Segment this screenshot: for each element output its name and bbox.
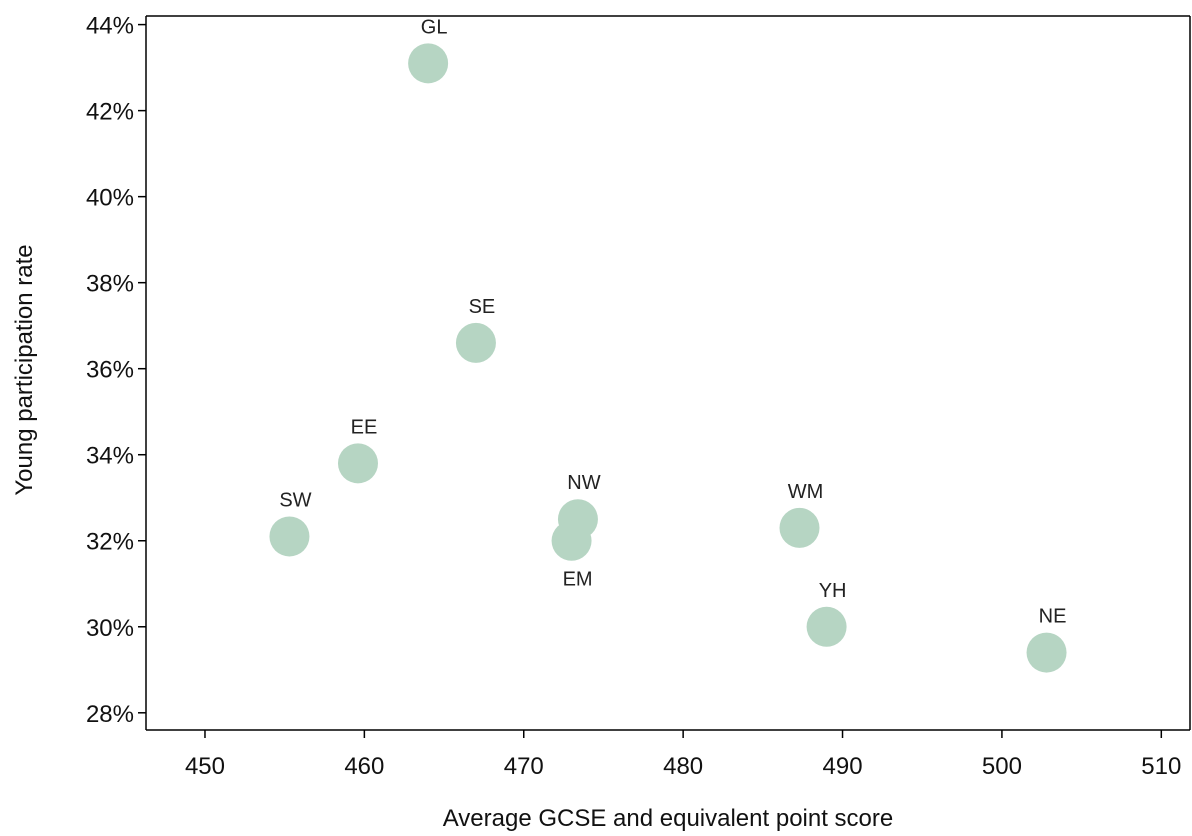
data-point-gl: [408, 43, 449, 84]
point-label-gl: GL: [421, 16, 448, 38]
point-labels: GL SE EE SW NW EM WM YH NE: [279, 16, 1066, 627]
data-point-ne: [1026, 632, 1067, 673]
data-points: [269, 43, 1067, 673]
y-tick-label: 32%: [86, 529, 134, 556]
y-tick-label: 44%: [86, 13, 134, 40]
y-tick-label: 36%: [86, 357, 134, 384]
data-point-ee: [337, 443, 378, 484]
point-label-yh: YH: [819, 580, 847, 602]
y-tick-label: 42%: [86, 99, 134, 126]
x-axis-title: Average GCSE and equivalent point score: [443, 805, 894, 832]
point-label-sw: SW: [279, 489, 311, 511]
point-label-ee: EE: [351, 416, 378, 438]
point-label-wm: WM: [788, 481, 824, 503]
point-label-ne: NE: [1039, 606, 1067, 628]
y-tick-label: 40%: [86, 185, 134, 212]
point-label-nw: NW: [567, 472, 600, 494]
y-tick-label: 30%: [86, 615, 134, 642]
y-tick-label: 28%: [86, 701, 134, 728]
y-axis-title: Young participation rate: [11, 244, 38, 495]
data-point-se: [455, 322, 496, 363]
point-label-se: SE: [469, 296, 496, 318]
axes: 450 460 470 480 490 500 510 28% 30% 32% 34% 36% 38% 4…: [86, 13, 1191, 780]
x-tick-label: 450: [185, 753, 225, 780]
y-tick-label: 38%: [86, 271, 134, 298]
x-tick-label: 510: [1141, 753, 1181, 780]
data-point-wm: [779, 507, 820, 548]
x-tick-label: 490: [823, 753, 863, 780]
point-label-em: EM: [563, 569, 593, 591]
x-tick-label: 470: [504, 753, 544, 780]
x-tick-label: 480: [663, 753, 703, 780]
x-tick-label: 500: [982, 753, 1022, 780]
x-tick-label: 460: [344, 753, 384, 780]
y-tick-label: 34%: [86, 443, 134, 470]
data-point-yh: [806, 606, 847, 647]
data-point-em: [551, 520, 592, 561]
data-point-sw: [269, 516, 310, 557]
